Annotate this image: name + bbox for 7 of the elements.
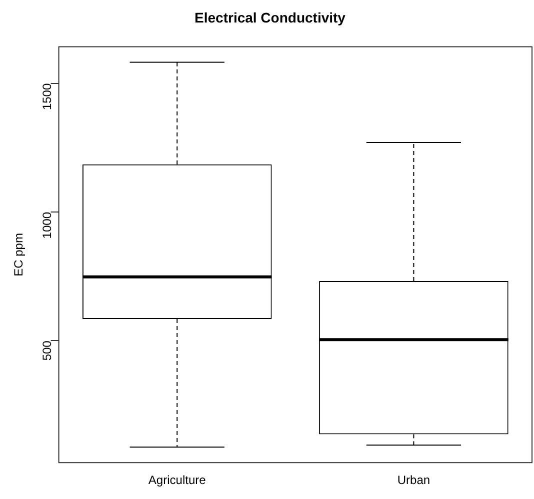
chart-title: Electrical Conductivity <box>194 9 346 26</box>
y-axis-title: EC ppm <box>12 233 26 276</box>
y-tick-label: 1500 <box>40 83 54 110</box>
x-tick-label: Agriculture <box>148 473 206 488</box>
y-tick-label: 500 <box>40 340 54 361</box>
y-tick-label: 1000 <box>40 212 54 239</box>
x-tick-label: Urban <box>397 473 430 488</box>
